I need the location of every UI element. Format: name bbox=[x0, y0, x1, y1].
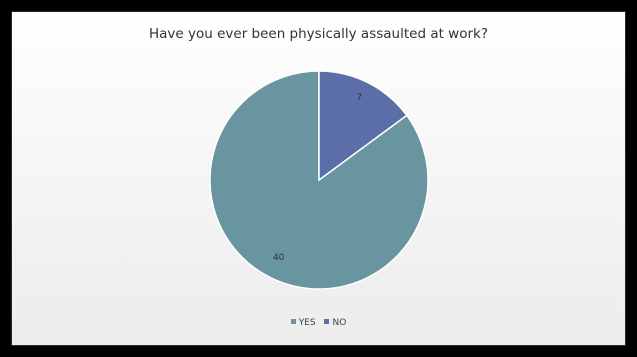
pie-slice-no bbox=[318, 70, 408, 182]
legend-swatch-yes bbox=[290, 319, 296, 324]
pie-chart: 40 7 bbox=[209, 70, 429, 290]
data-label-no: 7 bbox=[356, 93, 362, 103]
data-label-yes: 40 bbox=[273, 253, 285, 263]
legend-item-no: NO bbox=[324, 318, 346, 328]
pie-slice-yes bbox=[209, 70, 429, 290]
legend-swatch-no bbox=[324, 319, 330, 324]
legend-item-yes: YES bbox=[290, 318, 316, 328]
chart-panel: Have you ever been physically assaulted … bbox=[12, 12, 625, 345]
chart-title: Have you ever been physically assaulted … bbox=[148, 26, 489, 42]
chart-legend: YES NO bbox=[12, 318, 625, 328]
legend-label-no: NO bbox=[332, 318, 347, 328]
legend-label-yes: YES bbox=[298, 318, 316, 328]
